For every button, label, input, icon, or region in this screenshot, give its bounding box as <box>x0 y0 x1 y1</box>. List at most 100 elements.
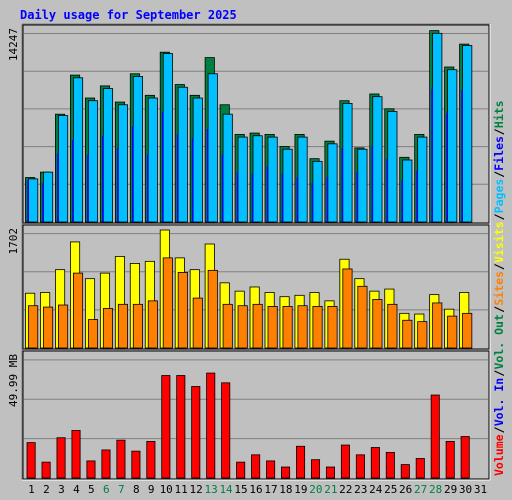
panel-frame-volume <box>22 350 490 480</box>
pages-bar <box>447 69 458 223</box>
x-tick-label: 30 <box>459 483 472 496</box>
volume-bar <box>26 442 36 479</box>
sites-bar <box>252 303 263 349</box>
pages-bar <box>387 111 398 223</box>
volume-bar <box>370 447 380 479</box>
legend-files: Files <box>492 136 506 171</box>
volume-bar <box>400 464 410 479</box>
x-tick-label: 12 <box>190 483 203 496</box>
volume-bar <box>385 451 395 479</box>
legend-separator: / <box>492 213 506 220</box>
sites-bar <box>177 272 188 349</box>
sites-bar <box>297 305 308 349</box>
sites-bar <box>192 297 203 349</box>
pages-bar <box>177 86 188 223</box>
sites-bar <box>237 305 248 349</box>
volume-bar <box>161 375 171 479</box>
volume-bar <box>176 375 186 479</box>
volume-bar <box>191 386 201 479</box>
sites-bar <box>417 321 428 349</box>
volume-bar <box>56 437 66 479</box>
sites-bar <box>58 304 69 349</box>
x-tick-label: 2 <box>43 483 50 496</box>
pages-bar <box>58 115 69 223</box>
volume-bar <box>415 458 425 479</box>
sites-bar <box>102 308 114 349</box>
legend-separator: / <box>492 128 506 135</box>
legend-pages: Pages <box>492 179 506 214</box>
sites-bar <box>342 268 353 349</box>
volume-bar <box>445 440 455 479</box>
sites-bar <box>357 285 368 349</box>
legend-separator: / <box>492 171 506 178</box>
pages-bar <box>117 104 128 223</box>
volume-bar <box>340 444 350 479</box>
pages-bar <box>87 100 99 223</box>
legend-separator: / <box>492 370 506 377</box>
sites-bar <box>387 303 398 349</box>
x-tick-label: 28 <box>429 483 442 496</box>
pages-bar <box>102 88 114 223</box>
pages-bar <box>147 97 158 223</box>
legend-volume: Volume <box>492 434 506 476</box>
x-tick-label: 17 <box>264 483 277 496</box>
volume-bar <box>146 440 156 479</box>
pages-bar <box>327 143 338 223</box>
pages-bar <box>342 103 353 223</box>
legend-visits: Visits <box>492 221 506 263</box>
legend-sites: Sites <box>492 271 506 306</box>
sites-bar <box>312 306 323 349</box>
x-tick-label: 8 <box>133 483 140 496</box>
sites-bar <box>447 315 458 349</box>
sites-bar <box>162 257 173 349</box>
x-tick-label: 10 <box>160 483 173 496</box>
sites-bar <box>282 306 293 349</box>
pages-bar <box>207 73 218 223</box>
volume-bar <box>325 466 335 479</box>
sites-bar <box>87 319 99 349</box>
sites-bar <box>147 300 158 349</box>
panel-frame-hits <box>22 24 490 224</box>
pages-bar <box>312 160 323 223</box>
volume-bar <box>221 382 231 479</box>
volume-bar <box>41 461 51 479</box>
volume-bar <box>460 436 470 479</box>
pages-bar <box>28 178 39 223</box>
x-tick-label: 24 <box>369 483 383 496</box>
legend-separator: / <box>492 263 506 270</box>
x-tick-label: 5 <box>88 483 95 496</box>
volume-bar <box>355 454 365 479</box>
pages-bar <box>462 45 473 223</box>
x-tick-label: 26 <box>399 483 412 496</box>
pages-bar <box>132 76 143 223</box>
volume-bar <box>310 459 321 479</box>
sites-bar <box>117 303 128 349</box>
pages-bar <box>222 113 233 223</box>
x-tick-label: 21 <box>324 483 337 496</box>
sites-bar <box>73 272 84 349</box>
pages-bar <box>372 96 383 223</box>
legend-vol-in: Vol. In <box>492 378 506 427</box>
sites-bar <box>28 305 39 349</box>
x-tick-label: 23 <box>354 483 367 496</box>
volume-bar <box>251 454 261 479</box>
panel-frame-visits <box>22 224 490 350</box>
legend-hits: Hits <box>492 100 506 128</box>
legend-vol-out: Vol. Out <box>492 314 506 369</box>
pages-bar <box>73 77 84 223</box>
x-tick-label: 27 <box>414 483 427 496</box>
volume-bar <box>206 372 216 479</box>
x-tick-label: 20 <box>309 483 322 496</box>
legend-separator: / <box>492 426 506 433</box>
sites-bar <box>372 299 383 349</box>
sites-bar <box>327 306 338 349</box>
x-tick-label: 31 <box>474 483 487 496</box>
volume-bar <box>236 461 246 479</box>
chart-title: Daily usage for September 2025 <box>20 8 237 22</box>
volume-bar <box>71 430 81 479</box>
volume-bar <box>131 450 141 479</box>
x-tick-label: 11 <box>175 483 188 496</box>
pages-bar <box>432 32 443 223</box>
x-tick-label: 22 <box>339 483 352 496</box>
